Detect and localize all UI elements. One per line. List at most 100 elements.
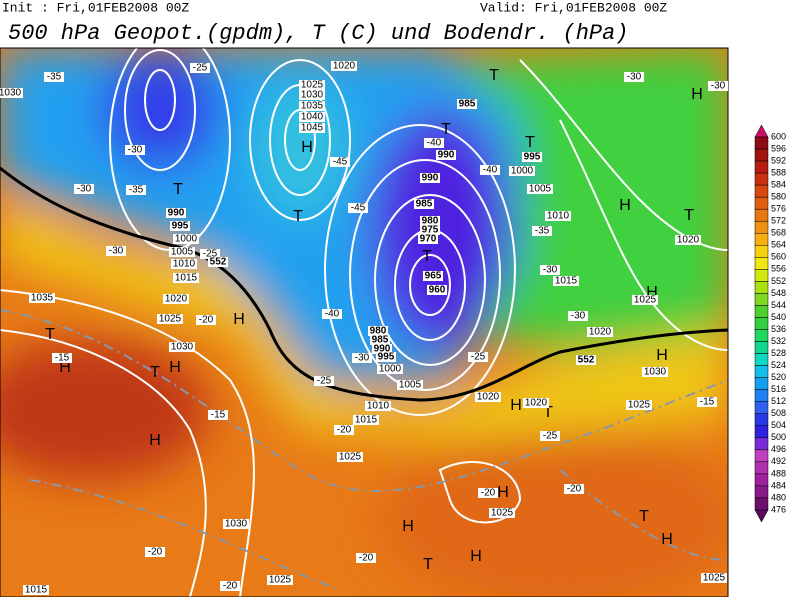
contour-label: 1000: [379, 364, 402, 375]
pressure-center: H: [497, 484, 509, 501]
colorbar-bin: [754, 281, 769, 294]
label-bg: [299, 90, 325, 100]
init-time: Init : Fri,01FEB2008 00Z: [2, 0, 189, 15]
label-bg: [173, 234, 199, 244]
contour-label: -20: [359, 553, 374, 564]
contour-label: -30: [711, 81, 726, 92]
label-bg: [420, 173, 440, 183]
label-bg: [223, 519, 249, 529]
colorbar-label: 584: [771, 180, 786, 190]
colorbar-bin: [754, 437, 769, 451]
pressure-center: H: [656, 347, 668, 364]
pressure-center: H: [149, 432, 161, 449]
pressure-center: H: [646, 284, 658, 301]
colorbar-bin: [754, 389, 769, 402]
label-bg: [626, 400, 652, 410]
contour-label: 995: [524, 152, 541, 163]
contour-label: -25: [471, 352, 486, 363]
contour-label: -45: [333, 157, 348, 168]
contour-label: 1020: [165, 294, 188, 305]
label-bg: [356, 553, 376, 563]
contour-label: -25: [203, 249, 218, 260]
label-bg: [157, 314, 183, 324]
contour-label: 965: [425, 271, 442, 282]
colorbar-label: 564: [771, 240, 786, 250]
label-bg: [423, 271, 443, 281]
contour-label: 1015: [175, 273, 198, 284]
label-bg: [330, 157, 350, 167]
colorbar-label: 528: [771, 348, 786, 358]
contour-label: 552: [210, 257, 227, 268]
colorbar-label: 592: [771, 155, 786, 165]
label-bg: [418, 234, 438, 244]
isobar: [144, 69, 176, 131]
pressure-center: H: [510, 397, 522, 414]
isobar: [519, 59, 728, 251]
colorbar-bin: [754, 413, 769, 427]
contour-label: 985: [459, 99, 476, 110]
label-bg: [540, 431, 560, 441]
label-bg: [299, 101, 325, 111]
label-bg: [29, 293, 55, 303]
colorbar-label: 548: [771, 288, 786, 298]
contour-label: 1015: [555, 276, 578, 287]
label-bg: [632, 295, 658, 305]
contour-label: 1005: [529, 184, 552, 195]
contour-label: 995: [172, 221, 189, 232]
contour-label: 1030: [171, 342, 194, 353]
colorbar-bin: [754, 208, 769, 222]
label-bg: [200, 249, 220, 259]
pressure-center: T: [639, 508, 649, 525]
colorbar-label: 544: [771, 300, 786, 310]
contour-label: 1020: [333, 61, 356, 72]
contour-label: 1035: [31, 293, 54, 304]
pressure-center: T: [45, 326, 55, 343]
colorbar-label: 508: [771, 408, 786, 418]
contour-label: -35: [535, 226, 550, 237]
pressure-center: T: [293, 208, 303, 225]
colorbar-bin: [754, 245, 769, 258]
label-bg: [334, 425, 354, 435]
label-bg: [208, 410, 228, 420]
label-bg: [125, 145, 145, 155]
pressure-center: T: [543, 404, 553, 421]
label-bg: [532, 226, 552, 236]
colorbar-bin: [754, 497, 769, 511]
contour-label: -30: [627, 72, 642, 83]
colorbar-bin: [754, 365, 769, 378]
label-bg: [427, 285, 447, 295]
colorbar-label: 488: [771, 468, 786, 478]
label-bg: [642, 367, 668, 377]
colorbar-bin: [754, 353, 769, 366]
contour-label: 1030: [0, 88, 22, 99]
label-bg: [527, 184, 553, 194]
label-bg: [74, 184, 94, 194]
colorbar-label: 552: [771, 276, 786, 286]
label-bg: [196, 315, 216, 325]
label-bg: [314, 376, 334, 386]
contour-label: -20: [223, 581, 238, 592]
label-bg: [171, 259, 197, 269]
colorbar-bin: [754, 184, 769, 198]
pressure-center: H: [233, 311, 245, 328]
label-bg: [489, 508, 515, 518]
contour-label: 1030: [644, 367, 667, 378]
label-bg: [414, 199, 434, 209]
contour-label: 1010: [173, 259, 196, 270]
colorbar-cap: [754, 124, 769, 138]
isobar: [409, 254, 451, 316]
label-bg: [436, 150, 456, 160]
colorbar-bin: [754, 269, 769, 282]
contour-label: -40: [325, 309, 340, 320]
contour-label: 1040: [301, 112, 324, 123]
contour-label: -20: [199, 315, 214, 326]
label-bg: [475, 392, 501, 402]
contour-label: 970: [420, 234, 437, 245]
colorbar-bin: [754, 449, 769, 463]
colorbar-cap: [754, 509, 769, 523]
label-bg: [457, 99, 477, 109]
label-bg: [377, 364, 403, 374]
colorbar-bin: [754, 136, 769, 150]
contour-label: 1020: [525, 398, 548, 409]
